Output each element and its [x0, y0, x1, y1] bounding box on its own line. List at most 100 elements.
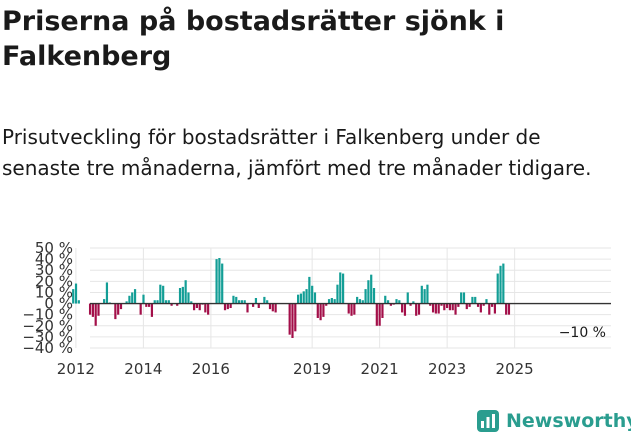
bar: [128, 295, 131, 304]
bar: [451, 303, 454, 311]
bar: [381, 303, 384, 318]
bar: [243, 300, 246, 304]
bar: [471, 296, 474, 304]
bar: [482, 303, 485, 306]
bar: [288, 303, 291, 335]
bar: [302, 291, 305, 304]
bar: [485, 299, 488, 304]
bar: [240, 300, 243, 304]
bar: [145, 303, 148, 307]
bar: [297, 294, 300, 304]
bar: [507, 303, 511, 315]
x-tick-label: 2021: [361, 360, 399, 376]
bar: [443, 303, 446, 311]
newsworthy-logo: Newsworthy: [476, 409, 631, 433]
y-tick-label: 20 %: [35, 272, 73, 290]
bar: [327, 299, 331, 304]
bar: [156, 300, 159, 304]
bar: [454, 303, 457, 315]
bar: [229, 303, 232, 308]
y-tick-label: 40 %: [35, 250, 73, 268]
y-tick-label: −20 %: [22, 317, 73, 335]
bar: [72, 289, 75, 304]
bar: [499, 265, 502, 304]
bar: [162, 285, 165, 304]
bar: [170, 303, 173, 306]
bar: [505, 303, 508, 315]
bar: [468, 303, 471, 307]
bar: [465, 303, 468, 310]
bar: [237, 300, 241, 304]
bar: [167, 300, 170, 304]
bar: [139, 303, 142, 315]
bar: [333, 299, 336, 304]
bar: [204, 303, 207, 313]
bar: [232, 295, 235, 304]
bar: [266, 300, 269, 304]
bar: [77, 300, 80, 304]
bar: [347, 303, 350, 314]
bar: [406, 292, 409, 304]
chart-subtitle: Prisutveckling för bostadsrätter i Falke…: [2, 125, 592, 180]
bar: [350, 303, 353, 316]
bar: [361, 300, 364, 304]
y-tick-label: 50 %: [35, 239, 73, 257]
bar: [131, 292, 134, 304]
bar: [474, 296, 477, 304]
bar: [479, 303, 482, 313]
bar: [437, 303, 440, 314]
bar: [226, 303, 229, 310]
bar: [493, 303, 497, 314]
bar: [308, 276, 311, 304]
bar: [274, 303, 277, 313]
y-tick-label: 30 %: [35, 261, 73, 279]
y-tick-label: −30 %: [22, 328, 73, 346]
x-tick-label: 2025: [496, 360, 534, 376]
bar: [184, 280, 187, 304]
bar: [218, 258, 221, 304]
bar: [372, 288, 376, 304]
bar: [195, 303, 199, 308]
bar: [378, 303, 381, 326]
bar: [446, 303, 449, 308]
bar: [426, 284, 429, 304]
bar: [370, 274, 373, 304]
bar: [268, 303, 272, 310]
bar: [423, 289, 426, 304]
bar: [313, 292, 317, 304]
bar: [190, 301, 193, 304]
bar: [176, 303, 179, 306]
bar: [448, 303, 452, 311]
bar: [364, 289, 367, 304]
bar-chart: 50 %40 %30 %20 %10 %0 %−10 %−20 %−30 %−4…: [22, 239, 611, 376]
bar: [490, 303, 494, 307]
bar: [460, 292, 463, 304]
bar: [330, 298, 333, 304]
bar: [142, 294, 145, 304]
bar: [488, 303, 491, 315]
bar: [319, 303, 322, 321]
bar: [187, 292, 190, 304]
bar: [257, 303, 260, 308]
bar: [440, 303, 443, 306]
bar: [398, 300, 401, 304]
bar: [114, 303, 117, 320]
bar: [153, 300, 156, 304]
bar: [223, 303, 227, 311]
bar: [271, 303, 274, 312]
bar: [207, 303, 210, 315]
bar: [192, 303, 196, 311]
bar: [341, 273, 345, 304]
newsworthy-icon: [477, 410, 499, 432]
bar: [97, 303, 100, 316]
bar: [294, 303, 297, 332]
x-tick-label: 2012: [57, 360, 95, 376]
bar: [291, 303, 294, 338]
x-tick-label: 2016: [192, 360, 230, 376]
bar: [91, 303, 94, 317]
bar: [415, 303, 418, 316]
bar: [299, 293, 303, 304]
bar: [164, 300, 168, 304]
bar: [322, 303, 325, 317]
bar: [353, 303, 356, 315]
